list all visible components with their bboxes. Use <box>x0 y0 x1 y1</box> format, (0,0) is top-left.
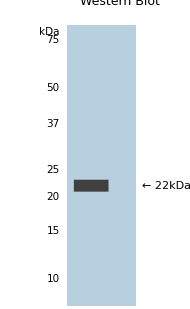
Text: 75: 75 <box>46 35 60 44</box>
Text: 37: 37 <box>46 119 60 129</box>
Text: 10: 10 <box>47 274 60 284</box>
Text: ← 22kDa: ← 22kDa <box>142 180 190 191</box>
Bar <box>67 25 136 306</box>
Text: kDa: kDa <box>39 27 60 37</box>
Text: 50: 50 <box>47 83 60 93</box>
Text: 25: 25 <box>46 165 60 175</box>
Text: 15: 15 <box>46 226 60 236</box>
Text: 20: 20 <box>47 192 60 202</box>
FancyBboxPatch shape <box>74 180 108 192</box>
Text: Western Blot: Western Blot <box>80 0 160 8</box>
